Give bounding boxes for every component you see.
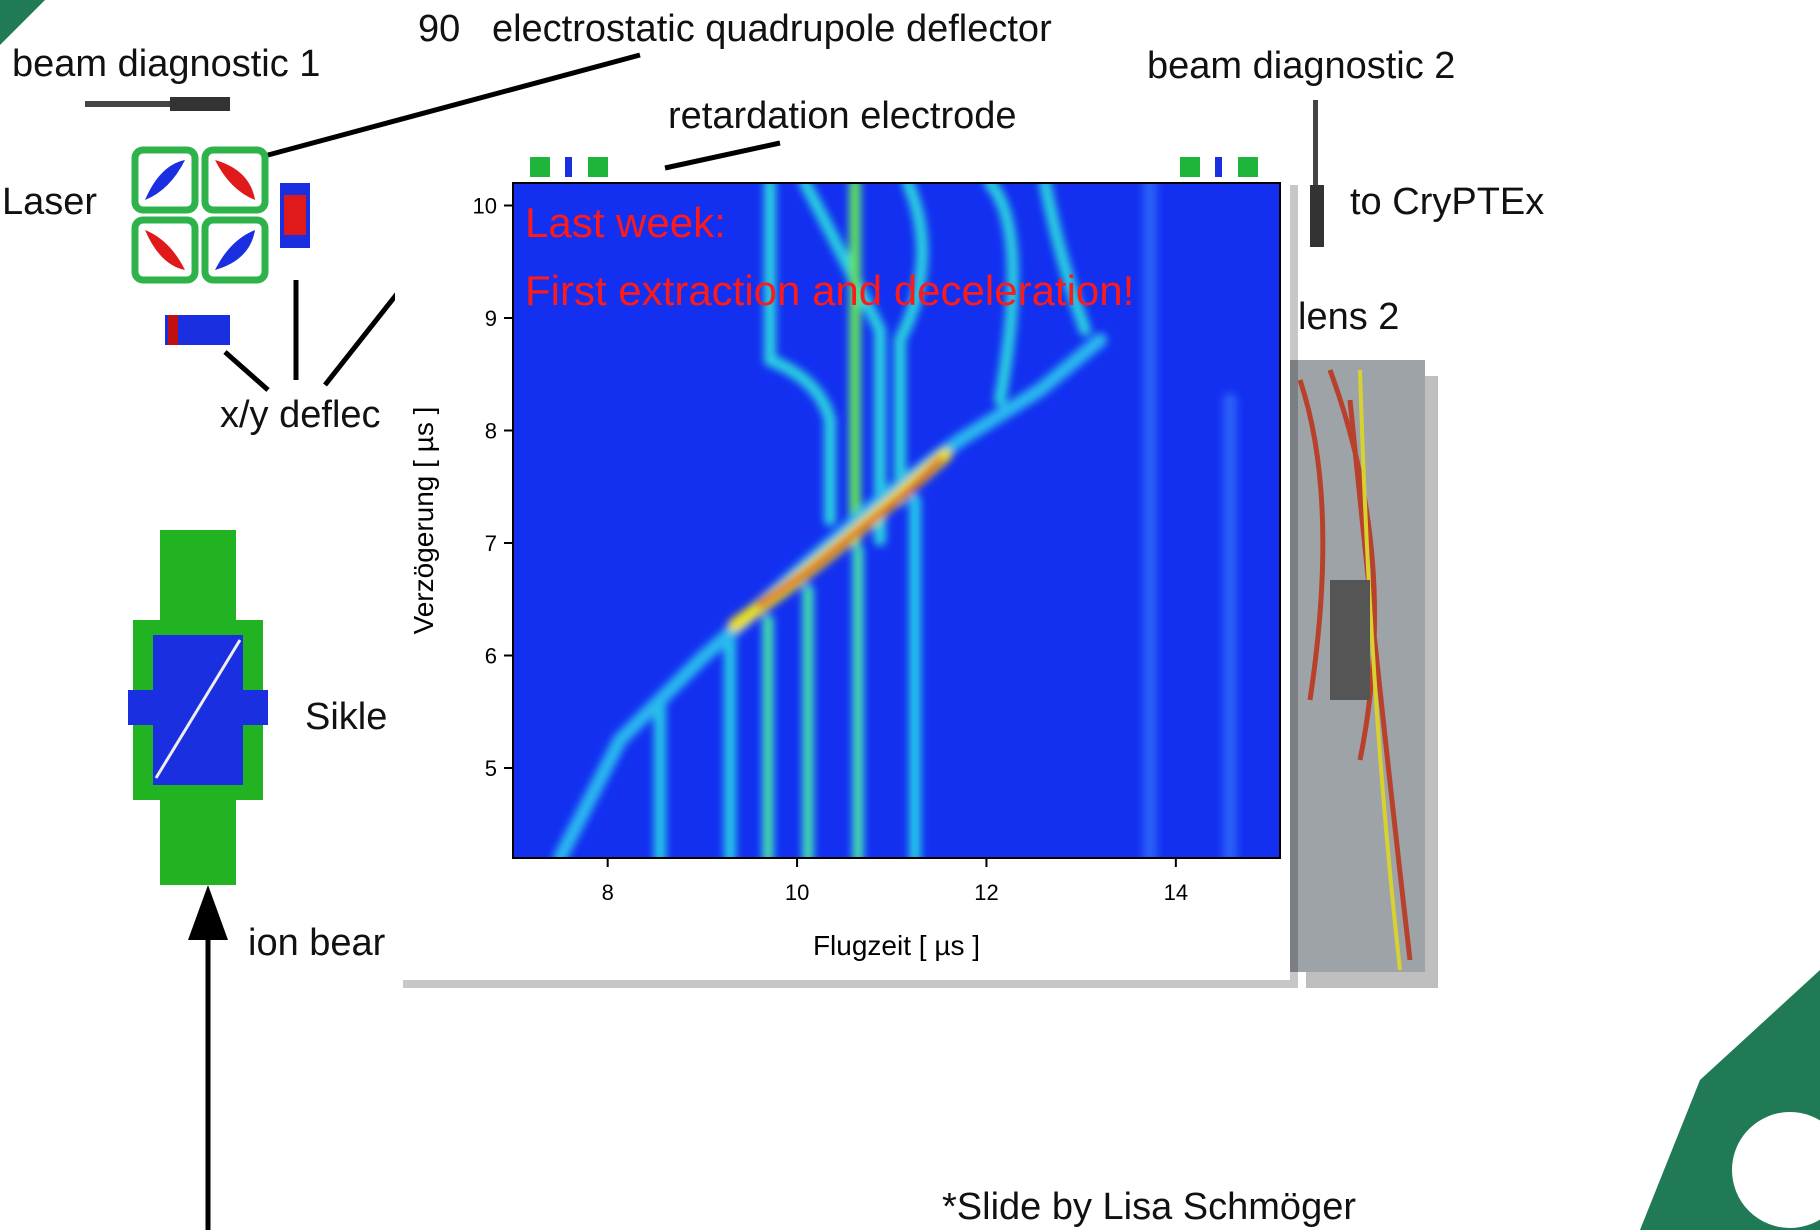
diag-rod: [1313, 100, 1318, 200]
label: Sikle: [305, 696, 388, 738]
arrow: [205, 52, 781, 1230]
heatmap: [513, 183, 1280, 858]
x-tick-label: 12: [974, 880, 998, 905]
y-tick-label: 7: [485, 531, 497, 556]
x-tick-label: 14: [1164, 880, 1188, 905]
x-tick-label: 8: [602, 880, 614, 905]
y-tick-label: 9: [485, 306, 497, 331]
y-tick-label: 10: [473, 194, 497, 219]
quadrupole: [131, 146, 269, 284]
logo: [1728, 1108, 1820, 1230]
electrode: [530, 157, 1258, 177]
diag-head: [1310, 185, 1324, 247]
x-tick-label: 10: [785, 880, 809, 905]
diag-rod: [85, 101, 230, 107]
label: ion bear: [248, 922, 386, 964]
label: lens 2: [1298, 296, 1400, 338]
label: Laser: [2, 181, 98, 223]
label: 90 electrostatic quadrupole deflector: [418, 8, 1052, 50]
deflector: [284, 195, 306, 235]
y-tick-label: 5: [485, 756, 497, 781]
diag-head: [170, 97, 230, 111]
label: beam diagnostic 1: [12, 43, 321, 85]
plot-frame: [512, 182, 1281, 859]
sikler-lens: [128, 530, 268, 885]
x-axis-label: Flugzeit [ µs ]: [813, 930, 980, 961]
credit: *Slide by Lisa Schmöger: [942, 1186, 1356, 1228]
y-tick-label: 8: [485, 419, 497, 444]
label: x/y deflec: [220, 394, 381, 436]
y-axis-label: Verzögerung [ µs ]: [408, 407, 439, 635]
y-tick-label: 6: [485, 644, 497, 669]
annotation: First extraction and deceleration!: [525, 267, 1134, 314]
annotation: Last week:: [525, 199, 726, 246]
label: to CryPTEx: [1350, 181, 1545, 223]
corner-mark: [0, 0, 45, 45]
arrow-head: [188, 885, 228, 940]
label: retardation electrode: [668, 95, 1017, 137]
deflector: [168, 315, 178, 345]
photo: [1290, 360, 1438, 988]
label: beam diagnostic 2: [1147, 45, 1456, 87]
